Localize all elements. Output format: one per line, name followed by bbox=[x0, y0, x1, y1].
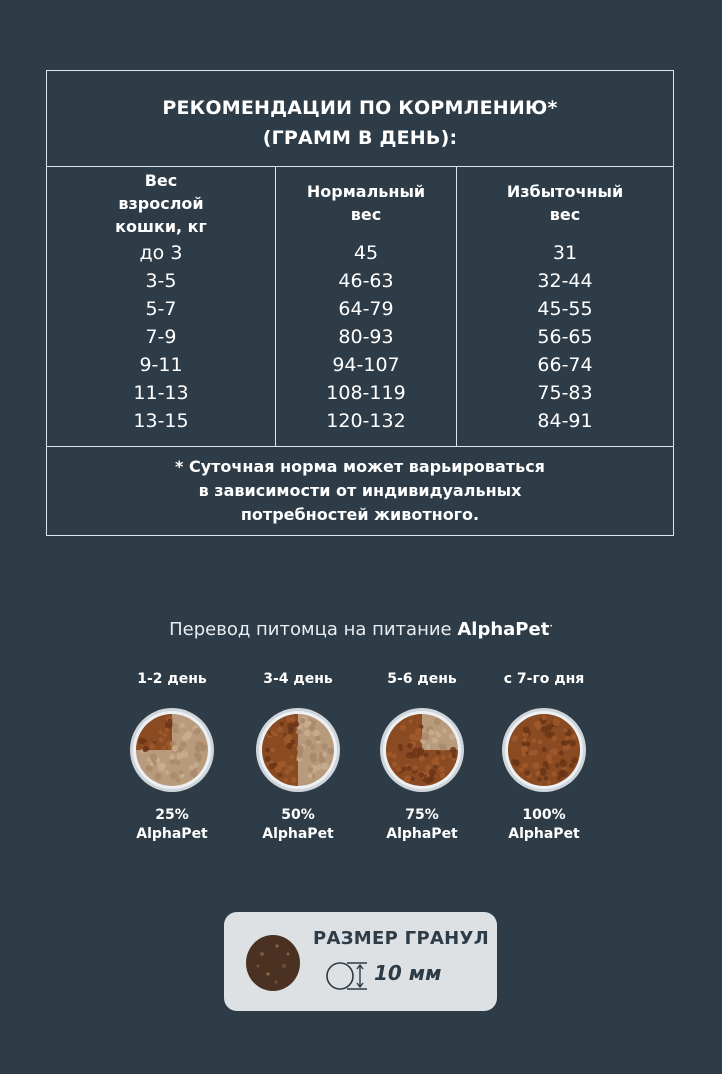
table-cell: 56-65 bbox=[537, 326, 593, 348]
table-cell: 64-79 bbox=[338, 298, 394, 320]
table-cell: 80-93 bbox=[338, 326, 394, 348]
column-header: Нормальный вес bbox=[306, 182, 426, 224]
column-values: 31 32-44 45-55 56-65 66-74 75-83 84-91 bbox=[457, 239, 673, 435]
table-cell: 11-13 bbox=[133, 382, 189, 404]
table-cell: 7-9 bbox=[145, 326, 177, 348]
table-title: РЕКОМЕНДАЦИИ ПО КОРМЛЕНИЮ* (ГРАММ В ДЕНЬ… bbox=[162, 97, 558, 149]
step-percent: 75% AlphaPet bbox=[386, 807, 458, 842]
column-weight: Вес взрослой кошки, кг до 3 3-5 5-7 7-9 … bbox=[47, 167, 275, 435]
step-day: с 7-го дня bbox=[503, 671, 585, 687]
column-normal-weight: Нормальный вес 45 46-63 64-79 80-93 94-1… bbox=[276, 167, 456, 435]
column-header: Вес взрослой кошки, кг bbox=[115, 170, 207, 236]
transition-step-4: с 7-го дня 100% AlphaPet bbox=[482, 668, 606, 844]
granule-size-card: РАЗМЕР ГРАНУЛ 10 мм bbox=[224, 912, 497, 1011]
transition-step-1: 1-2 день 25% AlphaPet bbox=[110, 668, 234, 844]
column-overweight: Избыточный вес 31 32-44 45-55 56-65 66-7… bbox=[457, 167, 673, 435]
feeding-table: РЕКОМЕНДАЦИИ ПО КОРМЛЕНИЮ* (ГРАММ В ДЕНЬ… bbox=[46, 70, 674, 536]
table-cell: 13-15 bbox=[133, 410, 189, 432]
food-bowl-icon bbox=[130, 708, 214, 792]
table-cell: 9-11 bbox=[139, 354, 183, 376]
step-percent: 100% AlphaPet bbox=[508, 807, 580, 842]
step-day: 3-4 день bbox=[263, 671, 333, 687]
granule-size-value: 10 мм bbox=[374, 961, 442, 985]
food-bowl-icon bbox=[502, 708, 586, 792]
table-cell: 108-119 bbox=[326, 382, 406, 404]
table-cell: 5-7 bbox=[145, 298, 177, 320]
step-percent: 25% AlphaPet bbox=[136, 807, 208, 842]
table-cell: 31 bbox=[552, 242, 578, 264]
table-cell: 45-55 bbox=[537, 298, 593, 320]
table-cell: 32-44 bbox=[537, 270, 593, 292]
table-divider-bottom bbox=[47, 446, 673, 447]
granule-size-icon bbox=[326, 962, 367, 990]
column-divider bbox=[275, 166, 276, 446]
table-cell: 94-107 bbox=[332, 354, 400, 376]
table-divider-top bbox=[47, 166, 673, 167]
column-values: 45 46-63 64-79 80-93 94-107 108-119 120-… bbox=[276, 239, 456, 435]
transition-step-3: 5-6 день 75% AlphaPet bbox=[360, 668, 484, 844]
table-cell: до 3 bbox=[139, 242, 183, 264]
food-bowl-icon bbox=[380, 708, 464, 792]
table-cell: 46-63 bbox=[338, 270, 394, 292]
table-cell: 84-91 bbox=[537, 410, 593, 432]
brand-name: AlphaPet bbox=[457, 619, 550, 640]
table-cell: 66-74 bbox=[537, 354, 593, 376]
transition-title: Перевод питомца на питание AlphaPet• bbox=[169, 619, 553, 640]
column-header: Избыточный вес bbox=[506, 182, 624, 224]
step-day: 1-2 день bbox=[137, 671, 207, 687]
table-cell: 120-132 bbox=[326, 410, 406, 432]
table-cell: 3-5 bbox=[145, 270, 177, 292]
granule-title: РАЗМЕР ГРАНУЛ bbox=[313, 928, 489, 949]
step-percent: 50% AlphaPet bbox=[262, 807, 334, 842]
transition-step-2: 3-4 день 50% AlphaPet bbox=[236, 668, 360, 844]
footnote: * Суточная норма может варьироваться в з… bbox=[175, 457, 545, 524]
step-day: 5-6 день bbox=[387, 671, 457, 687]
column-values: до 3 3-5 5-7 7-9 9-11 11-13 13-15 bbox=[47, 239, 275, 435]
table-cell: 45 bbox=[353, 242, 379, 264]
table-cell: 75-83 bbox=[537, 382, 593, 404]
food-bowl-icon bbox=[256, 708, 340, 792]
column-divider bbox=[456, 166, 457, 446]
granule-icon bbox=[246, 935, 300, 991]
